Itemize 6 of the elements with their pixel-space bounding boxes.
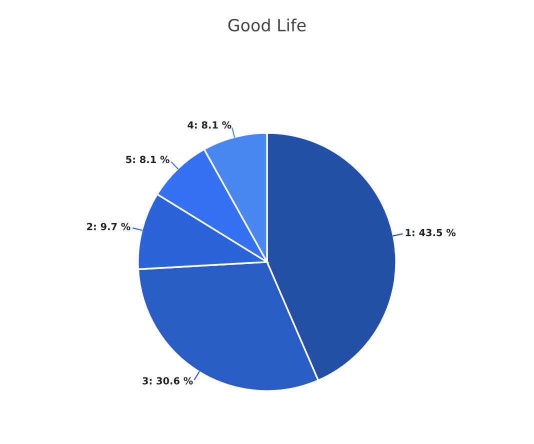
data-label: 2: 9.7 % [87, 222, 130, 230]
data-label: 5: 8.1 % [126, 156, 170, 164]
chart-title: Good Life [228, 18, 306, 32]
data-label: 4: 8.1 % [188, 121, 232, 129]
data-label: 1: 43.5 % [406, 228, 456, 236]
data-label: 3: 30.6 % [142, 377, 193, 384]
